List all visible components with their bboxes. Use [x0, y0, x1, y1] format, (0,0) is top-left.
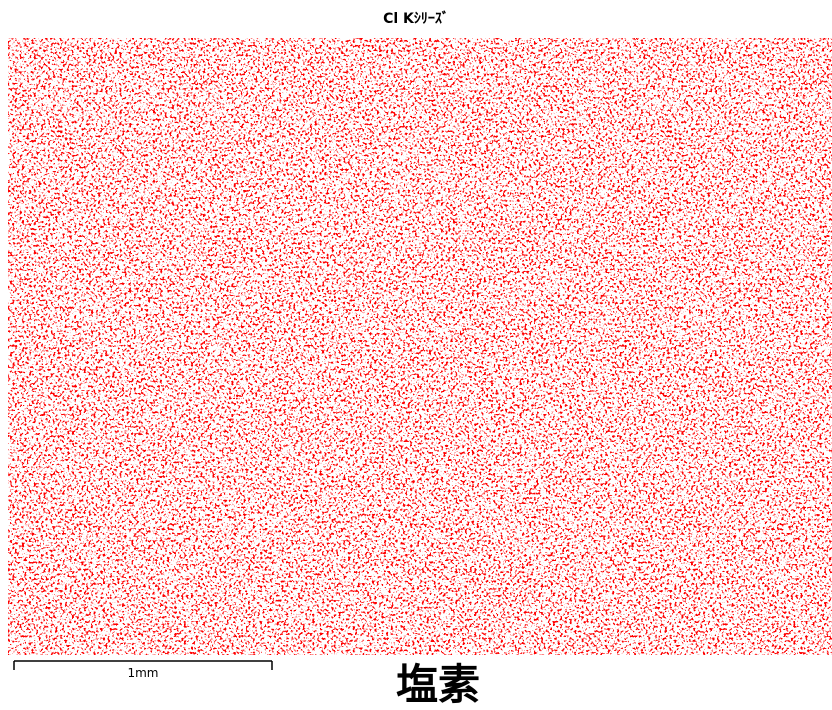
caption: 塩素 — [396, 660, 481, 709]
scale-bar — [13, 660, 273, 670]
scale-label: 1mm — [127, 666, 159, 680]
map-title: Cl Kｼﾘｰｽﾞ — [383, 11, 449, 27]
element-map — [8, 38, 832, 655]
page: Cl Kｼﾘｰｽﾞ 1mm 塩素 (() => { const data = J… — [8, 11, 832, 709]
cl-distribution — [8, 38, 832, 655]
